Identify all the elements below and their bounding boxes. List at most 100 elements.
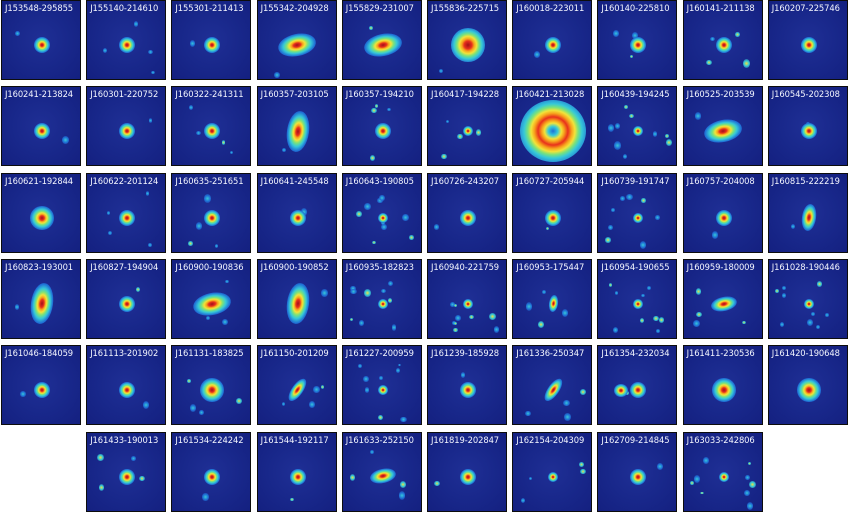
source-name-label: J161819-202847: [431, 434, 500, 445]
source-emission: [204, 37, 221, 53]
source-emission: [460, 209, 476, 226]
source-name-label: J160621-192844: [5, 175, 74, 186]
source-panel: J160018-223011: [512, 0, 593, 80]
noise-speck: [693, 319, 701, 327]
noise-speck: [397, 363, 402, 367]
noise-speck: [202, 492, 209, 501]
source-name-label: J163033-242806: [686, 434, 755, 445]
source-emission-companion: [614, 384, 629, 398]
noise-speck: [374, 103, 378, 108]
source-panel: J160940-221759: [427, 258, 507, 339]
source-panel: J160140-225810: [597, 0, 678, 80]
source-panel: J160954-190655: [597, 258, 678, 339]
noise-speck: [457, 133, 463, 140]
noise-speck: [400, 416, 408, 423]
noise-speck: [690, 481, 694, 485]
noise-speck: [741, 321, 746, 325]
source-name-label: J161028-190446: [771, 261, 840, 272]
source-panel: J160739-191747: [597, 172, 678, 253]
noise-speck: [655, 215, 660, 220]
noise-speck: [229, 150, 233, 154]
noise-speck: [349, 317, 353, 321]
source-panel: J155829-231007: [341, 0, 422, 80]
noise-speck: [615, 122, 621, 129]
source-panel: J160726-243207: [427, 172, 507, 253]
source-emission: [285, 376, 310, 404]
noise-speck: [350, 288, 358, 295]
noise-speck: [693, 474, 701, 484]
source-name-label: J160959-180009: [686, 261, 755, 272]
noise-speck: [626, 194, 634, 200]
noise-speck: [612, 29, 619, 37]
source-panel: J161534-224242: [171, 431, 252, 512]
noise-speck: [434, 224, 440, 230]
source-panel: J155836-225715: [427, 0, 507, 80]
source-name-label: J160622-201124: [90, 175, 159, 186]
source-name-label: J160827-194904: [90, 261, 159, 272]
source-panel: J162709-214845: [597, 431, 678, 512]
noise-speck: [136, 287, 141, 293]
noise-speck: [188, 241, 193, 246]
source-panel: J161239-185928: [427, 345, 507, 426]
noise-speck: [520, 498, 525, 504]
noise-speck: [695, 311, 703, 318]
noise-speck: [664, 134, 670, 139]
noise-speck: [494, 325, 500, 333]
source-emission: [289, 468, 306, 485]
noise-speck: [364, 289, 372, 298]
noise-speck: [815, 324, 820, 330]
noise-speck: [735, 31, 740, 38]
source-emission: [715, 209, 732, 226]
noise-speck: [449, 302, 456, 308]
noise-speck: [537, 321, 544, 329]
source-name-label: J160940-221759: [431, 261, 500, 272]
noise-speck: [381, 221, 386, 226]
source-panel: J161819-202847: [427, 431, 507, 512]
noise-speck: [402, 214, 410, 222]
noise-speck: [779, 322, 784, 328]
source-name-label: J160935-182823: [345, 261, 414, 272]
source-emission: [30, 205, 54, 230]
noise-speck: [700, 491, 704, 495]
source-panel: J160823-193001: [1, 258, 81, 339]
noise-speck: [623, 154, 628, 159]
noise-speck: [195, 222, 202, 230]
noise-speck: [145, 191, 150, 196]
noise-speck: [274, 72, 280, 78]
noise-speck: [703, 456, 710, 465]
source-panel: J161131-183825: [171, 345, 252, 426]
noise-speck: [455, 315, 462, 321]
noise-speck: [381, 289, 386, 294]
noise-speck: [563, 399, 570, 406]
noise-speck: [107, 230, 112, 235]
noise-speck: [349, 474, 355, 482]
source-name-label: J160643-190805: [345, 175, 414, 186]
source-name-label: J161534-224242: [175, 434, 244, 445]
source-emission: [796, 378, 821, 403]
source-emission: [630, 37, 647, 53]
source-emission: [548, 471, 559, 482]
source-panel: J160417-194228: [427, 86, 507, 167]
source-emission: [284, 282, 312, 326]
noise-speck: [381, 223, 388, 231]
noise-speck: [488, 313, 496, 320]
source-name-label: J160357-194210: [345, 89, 414, 100]
noise-speck: [15, 30, 21, 37]
source-emission: [800, 123, 817, 140]
source-name-label: J161433-190013: [90, 434, 159, 445]
noise-speck: [19, 390, 27, 397]
noise-speck: [607, 123, 615, 132]
source-panel: J161336-250347: [512, 345, 593, 426]
noise-speck: [387, 108, 392, 112]
noise-speck: [694, 112, 702, 120]
source-panel: J160900-190836: [171, 258, 252, 339]
noise-speck: [321, 288, 329, 298]
noise-speck: [189, 404, 196, 413]
noise-speck: [640, 317, 645, 324]
source-name-label: J160757-204008: [686, 175, 755, 186]
noise-speck: [371, 107, 377, 113]
source-emission: [451, 28, 485, 62]
source-name-label: J160421-213028: [516, 89, 585, 100]
noise-speck: [309, 400, 316, 409]
source-name-label: J155140-214610: [90, 3, 159, 13]
